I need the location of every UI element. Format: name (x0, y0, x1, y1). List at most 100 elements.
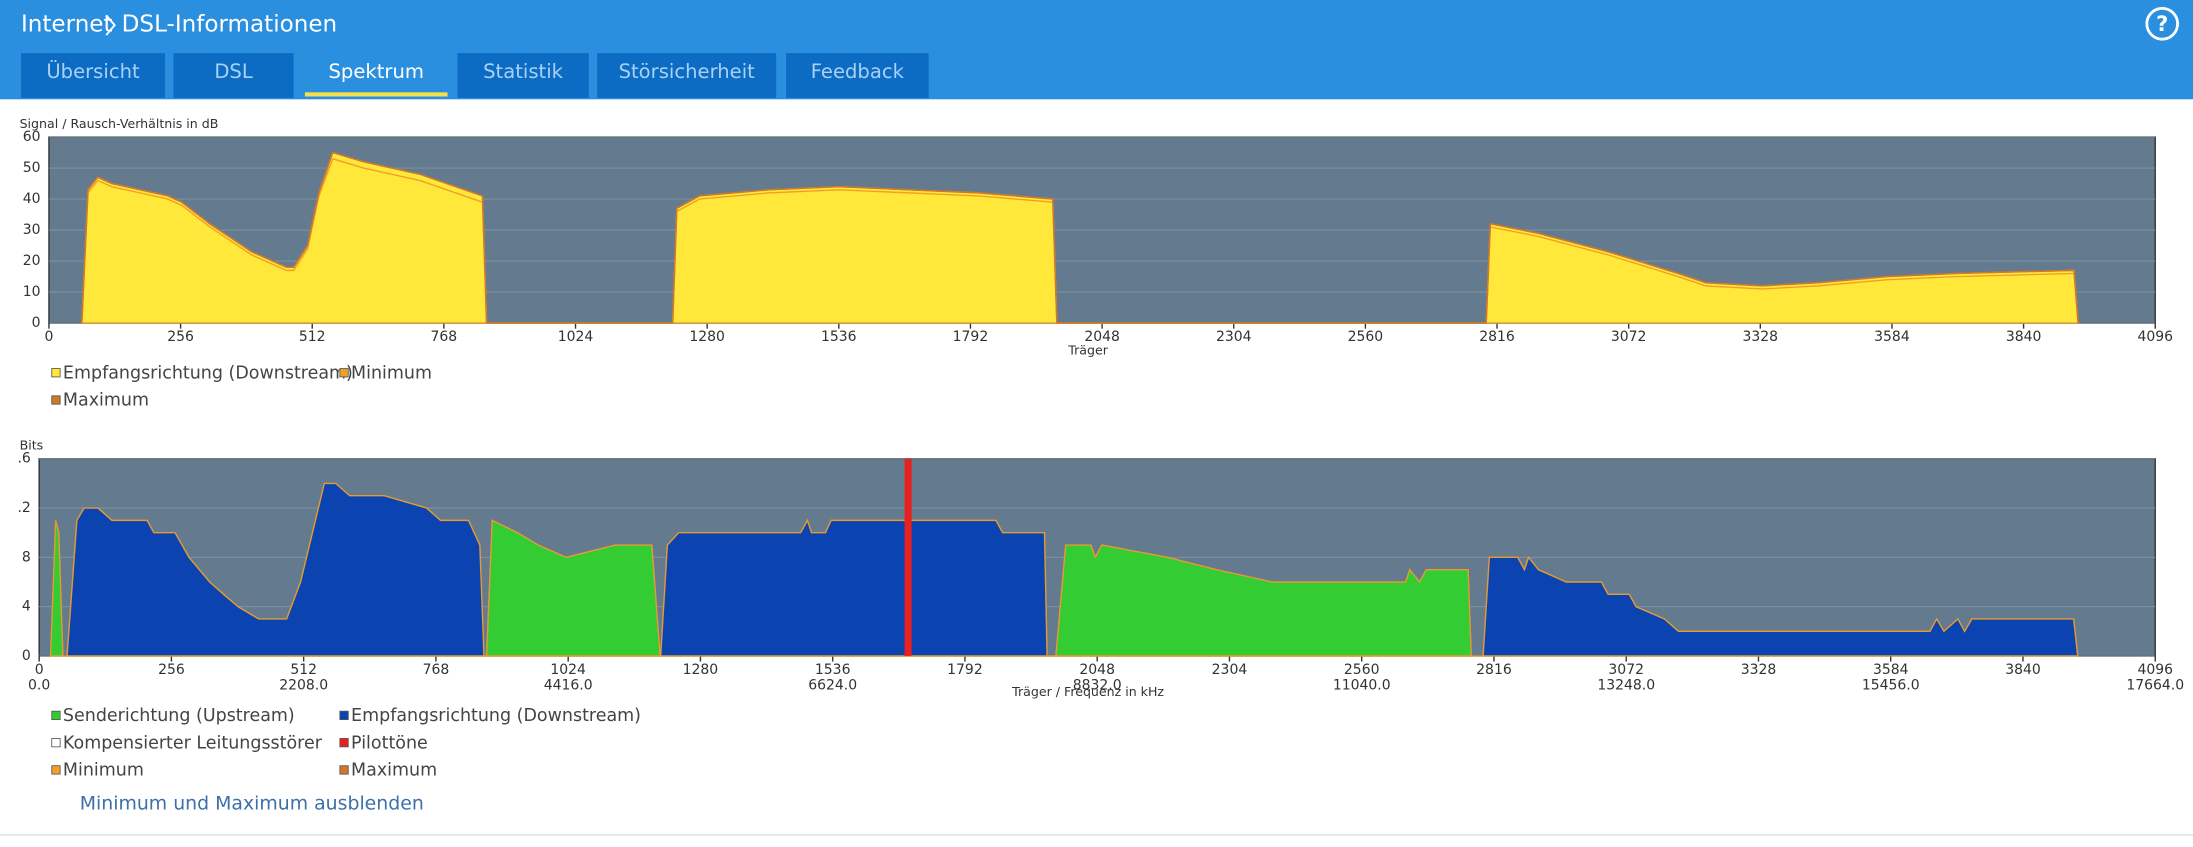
tab[interactable] (597, 53, 777, 98)
x2-tick-label: 4416.0 (544, 677, 593, 693)
x-tick-label: 0 (35, 662, 44, 678)
y-tick-label: 50 (23, 160, 41, 176)
x-tick-label: 2304 (1212, 662, 1248, 678)
y-tick-label: .2 (17, 500, 30, 516)
legend-label: Maximum (63, 391, 149, 411)
x-tick-label: 4096 (2137, 329, 2173, 345)
legend-swatch (51, 710, 61, 721)
x-tick-label: 2816 (1476, 662, 1512, 678)
x-tick-label: 2304 (1216, 329, 1252, 345)
chart-title: Bits (20, 438, 44, 453)
legend-label: Minimum (351, 363, 432, 383)
y-tick-label: 0 (32, 315, 41, 331)
x2-tick-label: 2208.0 (279, 677, 328, 693)
legend-label: Kompensierter Leitungsstörer (63, 733, 323, 753)
tab[interactable] (20, 53, 166, 98)
tab[interactable] (173, 53, 294, 98)
legend-label: Minimum (63, 761, 144, 781)
y-tick-label: 8 (22, 549, 31, 565)
tab-label[interactable]: DSL (214, 60, 253, 83)
x-tick-label: 3072 (1611, 329, 1647, 345)
y-tick-label: 10 (23, 284, 41, 300)
tab-label[interactable]: Spektrum (328, 60, 423, 83)
x-tick-label: 1792 (953, 329, 989, 345)
legend-swatch (339, 765, 349, 775)
x-tick-label: 1280 (689, 329, 725, 345)
x-tick-label: 256 (158, 662, 185, 678)
area (49, 519, 1472, 657)
x-tick-label: 3840 (2005, 662, 2041, 678)
y-tick-label: 20 (23, 253, 41, 269)
x-tick-label: 3584 (1874, 329, 1910, 345)
breadcrumb-root: Internet (21, 12, 113, 38)
breadcrumb-chevron (105, 14, 116, 36)
x-tick-label: 3840 (2006, 329, 2042, 345)
legend-swatch (339, 368, 349, 378)
tab[interactable] (786, 53, 929, 98)
x2-tick-label: 17664.0 (2126, 677, 2184, 693)
x2-tick-label: 15456.0 (1862, 677, 1920, 693)
toggle-min-max-link[interactable]: Minimum und Maximum ausblenden (80, 793, 424, 815)
x-tick-label: 0 (45, 329, 54, 345)
x-tick-label: 3328 (1743, 329, 1779, 345)
legend-swatch (339, 710, 349, 721)
line (81, 151, 2079, 324)
area (66, 482, 2079, 657)
x2-tick-label: 0.0 (28, 677, 50, 693)
x-tick-label: 1024 (550, 662, 586, 678)
x-tick-label: 1536 (821, 329, 857, 345)
legend-label: Maximum (351, 761, 437, 781)
legend-swatch (51, 368, 61, 378)
x2-tick-label: 8832.0 (1073, 677, 1122, 693)
bar (904, 458, 912, 656)
tab-label[interactable]: Feedback (811, 60, 905, 83)
x-tick-label: 512 (290, 662, 317, 678)
tab-label[interactable]: Übersicht (46, 60, 140, 83)
tab[interactable] (304, 53, 448, 98)
tab-label[interactable]: Störsicherheit (619, 60, 756, 83)
y-tick-label: 0 (22, 648, 31, 664)
x-axis-title: Träger (1067, 343, 1108, 358)
x-tick-label: 2560 (1348, 329, 1384, 345)
x-tick-label: 2816 (1479, 329, 1515, 345)
tab[interactable] (457, 53, 589, 98)
y-tick-label: 4 (22, 599, 31, 615)
x-tick-label: 768 (431, 329, 458, 345)
y-tick-label: .6 (17, 451, 30, 467)
legend-swatch (339, 738, 349, 748)
x2-tick-label: 11040.0 (1333, 677, 1391, 693)
x-tick-label: 3328 (1741, 662, 1777, 678)
y-tick-label: 60 (23, 129, 41, 145)
x-tick-label: 3584 (1873, 662, 1909, 678)
x-tick-label: 2048 (1079, 662, 1115, 678)
legend-label: Senderichtung (Upstream) (63, 706, 295, 726)
chart-title: Signal / Rausch-Verhältnis in dB (20, 116, 219, 131)
x-tick-label: 256 (167, 329, 194, 345)
x-tick-label: 1024 (558, 329, 594, 345)
x-tick-label: 4096 (2137, 662, 2173, 678)
legend-label: Empfangsrichtung (Downstream) (63, 363, 353, 383)
help-icon[interactable] (2145, 6, 2180, 41)
tab-label[interactable]: Statistik (483, 60, 564, 83)
legend-swatch (51, 738, 61, 748)
x-tick-label: 1280 (683, 662, 719, 678)
y-tick-label: 30 (23, 222, 41, 238)
x-tick-label: 768 (423, 662, 450, 678)
breadcrumb-page: DSL-Informationen (122, 12, 337, 38)
legend-label: Empfangsrichtung (Downstream) (351, 706, 641, 726)
x-tick-label: 3072 (1608, 662, 1644, 678)
x-tick-label: 2048 (1084, 329, 1120, 345)
legend-label: Pilottöne (351, 733, 428, 753)
legend-swatch (51, 395, 61, 405)
x-tick-label: 1536 (815, 662, 851, 678)
help-label[interactable]: ? (2156, 12, 2168, 36)
x2-tick-label: 13248.0 (1597, 677, 1655, 693)
legend-swatch (51, 765, 61, 775)
x2-tick-label: 6624.0 (808, 677, 857, 693)
x-axis-title: Träger / Frequenz in kHz (1011, 684, 1164, 699)
tab-underline (304, 92, 448, 97)
x-tick-label: 1792 (947, 662, 983, 678)
y-tick-label: 40 (23, 191, 41, 207)
